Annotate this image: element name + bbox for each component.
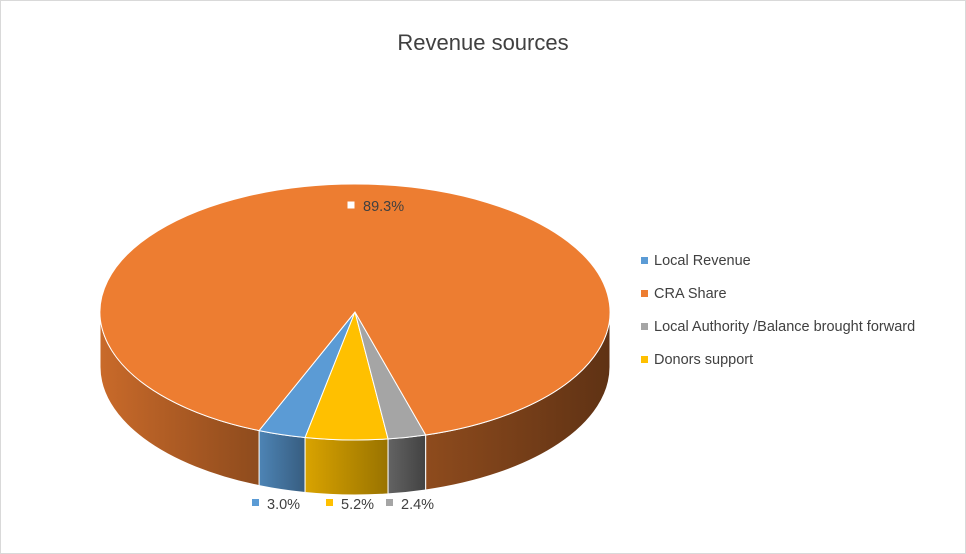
legend-key bbox=[641, 323, 648, 330]
legend-key bbox=[641, 290, 648, 297]
data-label-key bbox=[326, 499, 333, 506]
data-label: 5.2% bbox=[341, 497, 374, 513]
legend: Local Revenue CRA Share Local Authority /B… bbox=[641, 244, 915, 376]
data-label-key bbox=[386, 499, 393, 506]
data-label-key bbox=[252, 499, 259, 506]
legend-item: CRA Share bbox=[641, 277, 915, 310]
slice-cra-share bbox=[99, 183, 611, 436]
chart-title: Revenue sources bbox=[397, 30, 569, 55]
data-label-key bbox=[344, 198, 358, 212]
data-label: 89.3% bbox=[363, 199, 404, 215]
slice-side-local-authority-balance-brought-forward bbox=[387, 434, 427, 495]
legend-key bbox=[641, 257, 648, 264]
legend-key bbox=[641, 356, 648, 363]
legend-label: CRA Share bbox=[654, 285, 727, 302]
data-label: 3.0% bbox=[267, 497, 300, 513]
data-label: 2.4% bbox=[401, 497, 434, 513]
legend-item: Donors support bbox=[641, 343, 915, 376]
legend-label: Local Revenue bbox=[654, 252, 751, 269]
legend-label: Local Authority /Balance brought forward bbox=[654, 318, 916, 335]
slice-side-donors-support bbox=[304, 436, 389, 496]
legend-item: Local Authority /Balance brought forward bbox=[641, 310, 915, 343]
legend-item: Local Revenue bbox=[641, 244, 915, 277]
slice-side-local-revenue bbox=[258, 429, 306, 494]
legend-label: Donors support bbox=[654, 351, 754, 368]
